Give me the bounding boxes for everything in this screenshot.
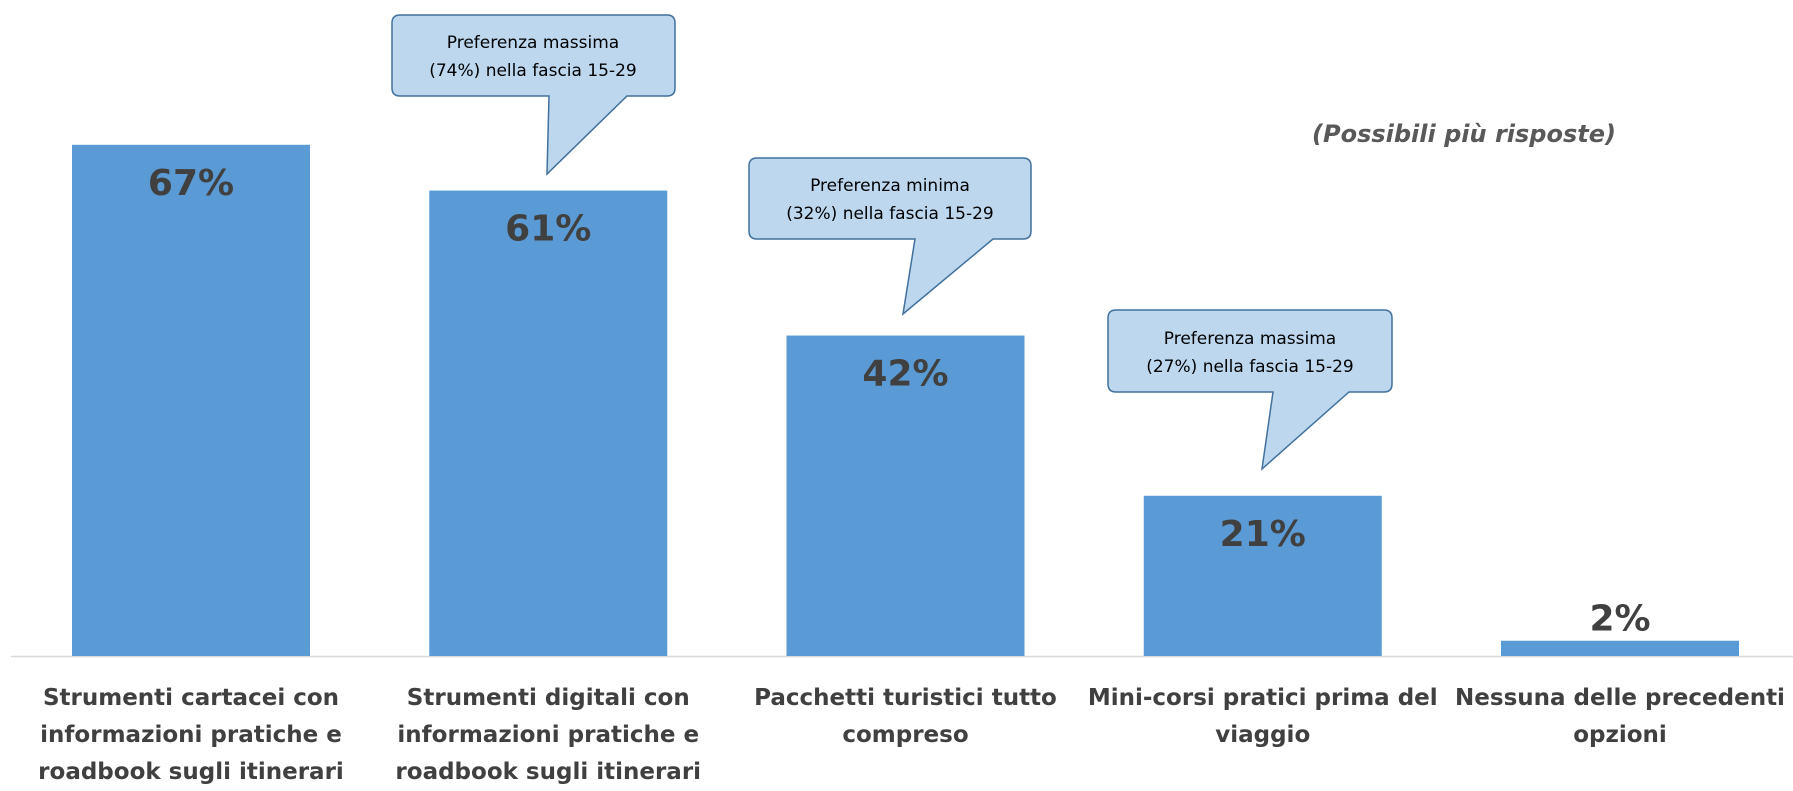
value-label: 21% xyxy=(1220,514,1306,555)
callout-line: (27%) nella fascia 15-29 xyxy=(1146,357,1354,377)
callout-line: Preferenza massima xyxy=(447,33,619,53)
callout: Preferenza minima (32%) nella fascia 15-… xyxy=(748,157,1032,316)
bar xyxy=(72,144,310,657)
bar xyxy=(1501,640,1739,656)
callout-shape xyxy=(1107,309,1393,471)
category-label: Pacchetti turistici tutto compreso xyxy=(754,685,1057,748)
category-label: Strumenti cartacei con informazioni prat… xyxy=(38,685,344,785)
category-label: Nessuna delle precedenti opzioni xyxy=(1455,685,1785,748)
value-label: 67% xyxy=(148,163,234,204)
callout: Preferenza massima (74%) nella fascia 15… xyxy=(391,14,676,176)
callout-line: Preferenza minima xyxy=(810,176,970,196)
bar xyxy=(1143,495,1382,656)
callout-line: Preferenza massima xyxy=(1164,329,1336,349)
bar xyxy=(429,190,668,656)
category-label: Mini-corsi pratici prima del viaggio xyxy=(1087,685,1438,748)
bar xyxy=(786,335,1025,656)
callout: Preferenza massima (27%) nella fascia 15… xyxy=(1107,309,1393,471)
callout-line: (32%) nella fascia 15-29 xyxy=(786,204,994,224)
note: (Possibili più risposte) xyxy=(1312,120,1616,148)
value-label: 42% xyxy=(862,354,948,395)
callout-shape xyxy=(391,14,676,176)
callout-shape xyxy=(748,157,1032,316)
value-label: 2% xyxy=(1589,599,1650,640)
category-label: Strumenti digitali con informazioni prat… xyxy=(395,685,702,785)
callout-line: (74%) nella fascia 15-29 xyxy=(429,61,637,81)
value-label: 61% xyxy=(505,209,591,250)
